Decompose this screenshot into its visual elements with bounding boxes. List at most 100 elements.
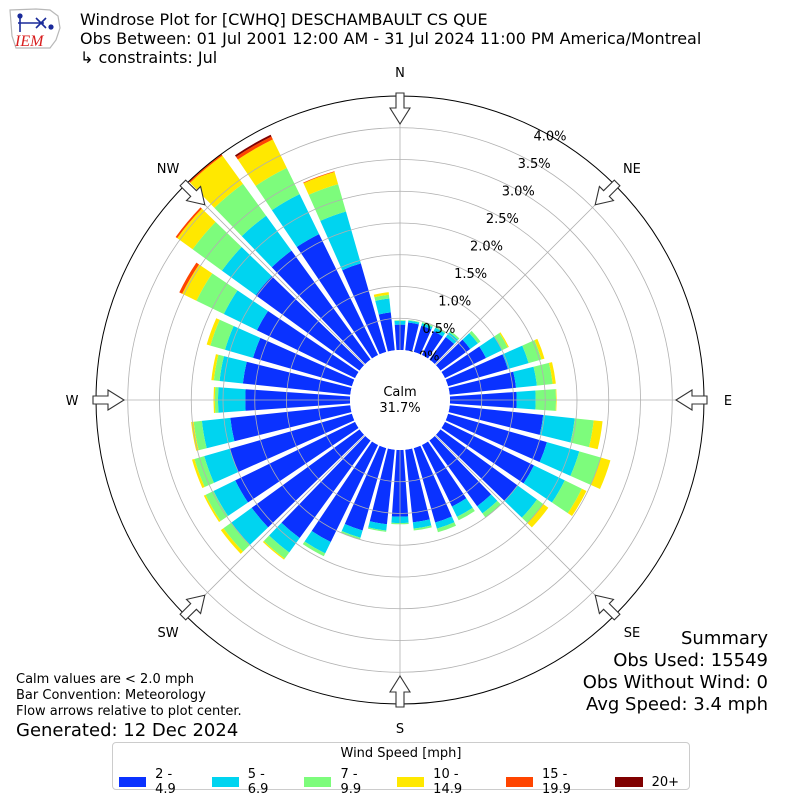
legend-swatch xyxy=(614,777,643,787)
title-line-3: ↳ constraints: Jul xyxy=(80,48,218,67)
grid-spoke xyxy=(184,184,365,365)
windrose-bar-segment xyxy=(548,362,556,384)
compass-arrows xyxy=(92,92,708,708)
windrose-bar-segment xyxy=(513,366,537,388)
radial-tick-label: 1.0% xyxy=(438,295,471,310)
windrose-bar-segment xyxy=(539,415,575,443)
windrose-bar-segment xyxy=(192,221,242,271)
windrose-bar-segment xyxy=(527,504,549,528)
windrose-bar-segment xyxy=(304,530,331,554)
windrose-bar-segment xyxy=(369,448,395,525)
legend-items: 2 - 4.9 5 - 6.9 7 - 9.9 10 - 14.9 15 - 19.9 2… xyxy=(113,767,689,797)
windrose-bar-segment xyxy=(340,530,361,540)
windrose-bar-segment xyxy=(429,435,492,507)
radial-tick-label: 3.0% xyxy=(502,185,535,200)
windrose-bar-segment xyxy=(521,499,544,523)
bar-convention-note: Bar Convention: Meteorology xyxy=(16,688,206,703)
windrose-bar-segment xyxy=(175,207,202,239)
windrose-bar-segment xyxy=(235,421,359,503)
compass-label-se: SE xyxy=(624,626,640,641)
legend-swatch xyxy=(505,777,533,787)
compass-arrow-icon xyxy=(179,179,206,206)
compass-label-w: W xyxy=(66,394,79,409)
compass-label-e: E xyxy=(724,394,732,409)
legend-swatch xyxy=(304,777,332,787)
windrose-bar-segment xyxy=(462,333,478,349)
windrose-bar-segment xyxy=(448,371,517,395)
windrose-bar-segment xyxy=(482,500,501,518)
windrose-bar-segment xyxy=(253,337,355,387)
legend-swatch xyxy=(211,777,239,787)
windrose-bar-segment xyxy=(256,310,359,379)
legend-item: 10 - 14.9 xyxy=(397,767,490,797)
windrose-bar-segment xyxy=(271,194,320,247)
windrose-bar-segment xyxy=(188,154,223,183)
summary-box: Summary Obs Used: 15549 Obs Without Wind… xyxy=(583,628,768,716)
windrose-bar-segment xyxy=(552,480,582,514)
windrose-bar-segment xyxy=(590,457,611,490)
windrose-bar-segment xyxy=(367,527,387,532)
legend-item: 7 - 9.9 xyxy=(304,767,381,797)
calm-note: Calm values are < 2.0 mph xyxy=(16,672,195,687)
compass-label-n: N xyxy=(395,66,405,81)
radial-tick-labels: 0.0%0.5%1.0%1.5%2.0%2.5%3.0%3.5%4.0% xyxy=(406,130,566,365)
compass-labels: N NE E SE S SW W NW xyxy=(66,66,733,737)
title-line-1: Windrose Plot for [CWHQ] DESCHAMBAULT CS… xyxy=(80,10,488,29)
windrose-bar-segment xyxy=(436,522,456,533)
windrose-bar-segment xyxy=(373,292,389,298)
radial-tick-label: 2.5% xyxy=(486,212,519,227)
windrose-bar-segment xyxy=(570,451,601,485)
windrose-bar-segment xyxy=(203,494,221,523)
windrose-bar-segment xyxy=(449,330,460,340)
compass-arrow-icon xyxy=(674,389,708,411)
windrose-bar-segment xyxy=(456,507,475,521)
windrose-bar-segment xyxy=(251,429,365,528)
windrose-bar-segment xyxy=(262,541,285,560)
windrose-bar-segment xyxy=(179,262,200,294)
windrose-bar-segment xyxy=(211,354,219,381)
windrose-bar-segment xyxy=(206,318,220,346)
windrose-bar-segment xyxy=(405,322,419,352)
grid-spoke xyxy=(184,435,365,616)
windrose-bar-segment xyxy=(567,488,587,517)
windrose-bar-segment xyxy=(236,136,273,160)
compass-arrow-icon xyxy=(179,594,206,621)
windrose-bar-segment xyxy=(296,234,379,359)
windrose-bar-segment xyxy=(368,521,387,531)
calm-value: 31.7% xyxy=(379,401,420,416)
windrose-bar-segment xyxy=(205,490,228,521)
windrose-bar-segment xyxy=(269,522,300,553)
legend-label: 10 - 14.9 xyxy=(433,767,463,797)
windrose-bar-segment xyxy=(224,325,261,358)
windrose-bar-segment xyxy=(242,361,352,395)
windrose-bar-segment xyxy=(570,418,594,448)
windrose-bar-segment xyxy=(271,250,371,365)
windrose-bar-segment xyxy=(499,332,509,348)
windrose-bar-segment xyxy=(469,330,481,344)
windrose-bar-segment xyxy=(221,247,272,296)
windrose-bar-segment xyxy=(433,327,446,337)
calm-label: Calm xyxy=(383,385,416,400)
windrose-bar-segment xyxy=(220,528,243,554)
windrose-bars xyxy=(175,134,611,560)
windrose-bar-segment xyxy=(223,522,250,552)
radial-tick-label: 0.5% xyxy=(422,322,455,337)
windrose-bar-segment xyxy=(413,325,432,355)
legend-item: 2 - 4.9 xyxy=(118,767,196,797)
windrose-bar-segment xyxy=(231,507,269,546)
windrose-bar-segment xyxy=(182,264,213,301)
windrose-bar-segment xyxy=(588,420,603,450)
generated-date: Generated: 12 Dec 2024 xyxy=(16,720,239,741)
windrose-bar-segment xyxy=(230,405,352,442)
flow-arrows-note: Flow arrows relative to plot center. xyxy=(16,704,242,719)
windrose-bar-segment xyxy=(378,312,395,352)
windrose-bar-segment xyxy=(479,336,503,359)
windrose-bar-segment xyxy=(435,516,455,529)
windrose-bar-segment xyxy=(344,445,387,531)
windrose-bar-segment xyxy=(311,441,379,542)
windrose-bar-segment xyxy=(413,525,432,531)
summary-obs-without-wind: Obs Without Wind: 0 xyxy=(582,672,768,693)
windrose-bar-segment xyxy=(177,208,216,250)
compass-arrow-icon xyxy=(389,674,411,708)
